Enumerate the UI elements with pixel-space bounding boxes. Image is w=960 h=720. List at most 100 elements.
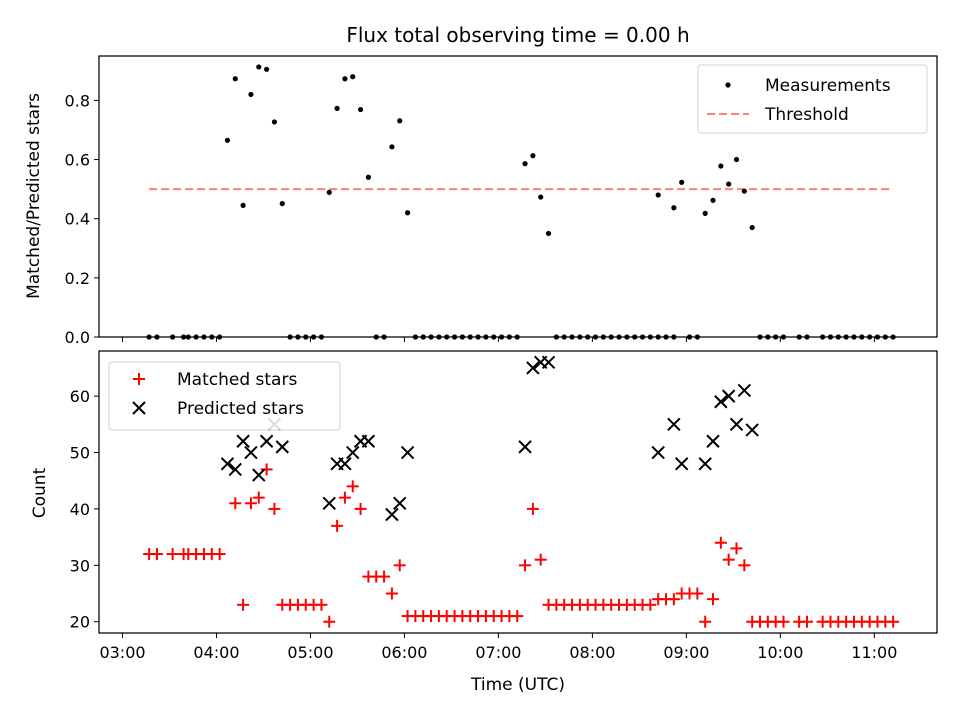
measurements-layer xyxy=(146,64,896,340)
predicted-star-point xyxy=(721,389,736,403)
matched-star-point xyxy=(691,587,704,600)
measurement-point xyxy=(726,181,732,187)
bottom-y-axis-label: Count xyxy=(30,467,50,518)
legend-matched-label: Matched stars xyxy=(177,370,297,390)
y-tick-label: 20 xyxy=(70,613,90,632)
measurement-point xyxy=(326,189,332,195)
measurement-point xyxy=(718,163,724,169)
legend-threshold-label: Threshold xyxy=(764,105,849,125)
matched-star-point xyxy=(260,463,273,476)
measurement-point xyxy=(271,119,278,125)
predicted-star-point xyxy=(236,434,250,448)
predicted-star-point xyxy=(518,440,532,454)
measurement-point xyxy=(279,200,285,207)
predicted-star-point xyxy=(400,445,415,460)
measurement-point xyxy=(522,161,528,167)
measurement-point xyxy=(545,230,552,237)
predicted-star-point xyxy=(745,423,759,437)
top-legend: Measurements Threshold xyxy=(697,64,928,134)
matched-star-point xyxy=(393,559,406,572)
bottom-legend-box xyxy=(108,361,341,431)
measurement-point xyxy=(365,174,372,180)
measurement-point xyxy=(357,106,364,113)
predicted-star-point xyxy=(338,457,352,471)
matched-star-point xyxy=(323,615,336,628)
bottom-panel: 20 30 40 50 60 03:00 04:00 05:00 06:00 07:00 08:0… xyxy=(30,350,938,695)
legend-matched-marker xyxy=(133,373,145,385)
matched-star-point xyxy=(237,598,250,611)
measurement-point xyxy=(655,192,661,198)
matched-star-point xyxy=(229,497,242,510)
x-tick-label: 10:00 xyxy=(757,643,803,662)
predicted-star-point xyxy=(651,445,665,460)
predicted-star-point xyxy=(322,496,336,510)
measurement-point xyxy=(538,194,544,200)
matched-star-point xyxy=(346,480,359,493)
measurement-point xyxy=(530,153,536,159)
matched-star-point xyxy=(315,598,328,611)
predicted-stars-layer xyxy=(220,355,759,522)
matched-star-point xyxy=(331,519,344,532)
matched-star-point xyxy=(738,559,751,572)
matched-star-point xyxy=(644,598,657,611)
predicted-star-point xyxy=(541,355,556,369)
predicted-star-point xyxy=(220,457,235,471)
x-axis-label: Time (UTC) xyxy=(470,675,565,695)
matched-star-point xyxy=(244,497,257,510)
x-tick-label: 07:00 xyxy=(475,643,521,662)
measurement-point xyxy=(389,144,395,150)
matched-star-point xyxy=(354,502,367,515)
top-y-ticks: 0.0 0.2 0.4 0.6 0.8 xyxy=(65,91,99,347)
measurement-point xyxy=(733,156,740,163)
measurement-point xyxy=(679,179,685,185)
x-tick-label: 06:00 xyxy=(381,643,427,662)
predicted-star-point xyxy=(706,434,720,448)
legend-measurements-marker xyxy=(725,82,731,88)
predicted-star-point xyxy=(244,445,258,460)
measurement-point xyxy=(671,205,677,211)
matched-star-point xyxy=(699,615,712,628)
measurement-point xyxy=(232,76,238,82)
y-tick-label: 0.4 xyxy=(65,210,90,229)
predicted-star-point xyxy=(737,383,752,398)
y-tick-label: 50 xyxy=(70,444,90,463)
predicted-star-point xyxy=(526,361,540,375)
matched-star-point xyxy=(667,593,680,606)
top-panel: 0.00.20.40.60.8 Matched/Predicted stars … xyxy=(24,55,938,347)
matched-stars-layer xyxy=(143,463,900,628)
matched-star-point xyxy=(252,491,265,504)
matched-star-point xyxy=(378,570,391,583)
bottom-axes-frame xyxy=(98,350,938,634)
y-tick-label: 40 xyxy=(70,500,90,519)
matched-star-point xyxy=(268,502,281,515)
x-tick-label: 03:00 xyxy=(99,643,145,662)
measurement-point xyxy=(256,64,262,70)
legend-measurements-label: Measurements xyxy=(765,76,891,96)
measurement-point xyxy=(334,105,340,111)
matched-star-point xyxy=(526,502,539,515)
predicted-star-point xyxy=(714,395,728,409)
measurement-point xyxy=(741,188,747,194)
predicted-star-point xyxy=(228,462,242,477)
predicted-star-point xyxy=(259,434,274,448)
matched-star-point xyxy=(166,548,179,561)
predicted-star-point xyxy=(698,457,712,471)
x-tick-label: 11:00 xyxy=(851,643,897,662)
matched-star-point xyxy=(722,553,735,566)
predicted-star-point xyxy=(674,457,689,471)
matched-star-point xyxy=(800,615,813,628)
y-tick-label: 0.6 xyxy=(65,151,90,170)
chart-title: Flux total observing time = 0.00 h xyxy=(346,23,689,47)
predicted-star-point xyxy=(252,468,266,482)
bottom-legend: Matched stars Predicted stars xyxy=(108,361,341,431)
matched-star-point xyxy=(519,559,532,572)
y-tick-label: 0.8 xyxy=(65,91,90,110)
measurement-point xyxy=(248,91,254,98)
measurement-point xyxy=(397,118,403,124)
y-tick-label: 0.2 xyxy=(65,269,90,288)
matched-star-point xyxy=(150,548,163,561)
y-tick-label: 30 xyxy=(70,556,90,575)
measurement-point xyxy=(342,76,348,82)
matched-star-point xyxy=(887,615,900,628)
